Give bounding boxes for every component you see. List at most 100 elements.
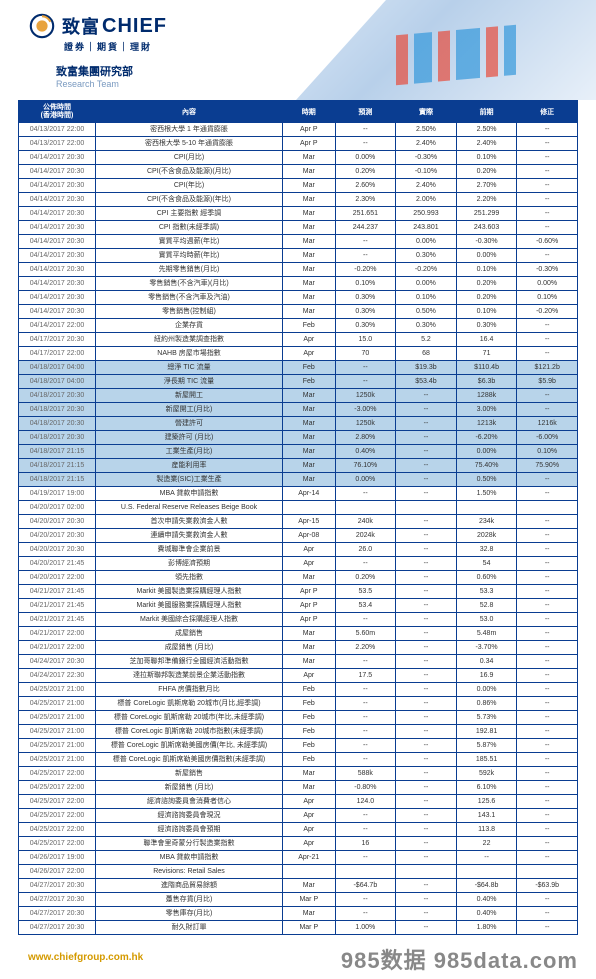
table-cell: -- bbox=[335, 697, 396, 711]
table-row: 04/17/2017 22:00NAHB 房屋市場指數Apr706871-- bbox=[19, 347, 578, 361]
table-cell: 04/25/2017 21:00 bbox=[19, 711, 96, 725]
footer-url: www.chiefgroup.com.hk bbox=[28, 952, 143, 963]
table-cell bbox=[335, 865, 396, 879]
table-cell: 密西根大學 5-10 年通貨膨脹 bbox=[96, 137, 283, 151]
table-cell: 04/24/2017 20:30 bbox=[19, 655, 96, 669]
table-cell: -- bbox=[517, 347, 578, 361]
table-cell: -- bbox=[517, 487, 578, 501]
table-row: 04/14/2017 20:30實質平均時薪(年比)Mar--0.30%0.00… bbox=[19, 249, 578, 263]
table-cell: $5.9b bbox=[517, 375, 578, 389]
table-cell: 0.10% bbox=[456, 263, 517, 277]
table-cell: 22 bbox=[456, 837, 517, 851]
table-cell: -- bbox=[396, 571, 457, 585]
table-cell: 總淨 TIC 流量 bbox=[96, 361, 283, 375]
table-cell: -- bbox=[517, 795, 578, 809]
table-cell: CPI 指數(未經季調) bbox=[96, 221, 283, 235]
table-cell: 04/20/2017 02:00 bbox=[19, 501, 96, 515]
table-cell: 04/18/2017 04:00 bbox=[19, 375, 96, 389]
table-cell: -- bbox=[396, 893, 457, 907]
table-cell: -- bbox=[517, 655, 578, 669]
table-cell: 2.50% bbox=[456, 123, 517, 137]
table-cell: 75.90% bbox=[517, 459, 578, 473]
table-cell: Mar bbox=[283, 403, 336, 417]
table-cell: -- bbox=[335, 487, 396, 501]
table-cell: 0.00% bbox=[517, 277, 578, 291]
table-cell: -- bbox=[335, 851, 396, 865]
col-time: 公佈時間 (香港時間) bbox=[19, 101, 96, 123]
table-row: 04/18/2017 20:30建築許可 (月比)Mar2.80%---6.20… bbox=[19, 431, 578, 445]
table-row: 04/21/2017 21:45Markit 美國製造業採購經理人指數Apr P… bbox=[19, 585, 578, 599]
table-row: 04/26/2017 22:00Revisions: Retail Sales bbox=[19, 865, 578, 879]
table-row: 04/27/2017 20:30躉售存貨(月比)Mar P----0.40%-- bbox=[19, 893, 578, 907]
page-footer: www.chiefgroup.com.hk 985数据 985data.com bbox=[0, 947, 596, 979]
table-row: 04/20/2017 20:30費城聯準會企業前景Apr26.0--32.8-- bbox=[19, 543, 578, 557]
table-cell: 0.00% bbox=[335, 473, 396, 487]
table-cell: Mar bbox=[283, 627, 336, 641]
table-cell: -- bbox=[517, 249, 578, 263]
table-cell: 04/25/2017 21:00 bbox=[19, 697, 96, 711]
table-cell: 2.20% bbox=[456, 193, 517, 207]
table-cell: 經濟諮詢委員會預期 bbox=[96, 823, 283, 837]
table-cell: -- bbox=[517, 907, 578, 921]
table-cell: 彭博經濟預期 bbox=[96, 557, 283, 571]
table-cell: 標普 CoreLogic 凱斯席勒 20城市(年比,未經季調) bbox=[96, 711, 283, 725]
table-cell: 04/25/2017 22:00 bbox=[19, 767, 96, 781]
table-cell: 04/26/2017 22:00 bbox=[19, 865, 96, 879]
table-cell: 26.0 bbox=[335, 543, 396, 557]
table-cell: 新屋銷售 (月比) bbox=[96, 781, 283, 795]
table-cell: 04/25/2017 21:00 bbox=[19, 739, 96, 753]
table-cell: -$63.9b bbox=[517, 879, 578, 893]
table-cell: -- bbox=[396, 529, 457, 543]
table-cell: 251.651 bbox=[335, 207, 396, 221]
table-cell: Mar bbox=[283, 193, 336, 207]
table-row: 04/20/2017 22:00領先指數Mar0.20%--0.60%-- bbox=[19, 571, 578, 585]
table-cell: Feb bbox=[283, 319, 336, 333]
table-cell: 0.86% bbox=[456, 697, 517, 711]
col-period: 時期 bbox=[283, 101, 336, 123]
table-cell: -- bbox=[396, 837, 457, 851]
col-actual: 實際 bbox=[396, 101, 457, 123]
table-cell: Mar bbox=[283, 417, 336, 431]
table-cell: Mar bbox=[283, 305, 336, 319]
table-cell: 04/14/2017 20:30 bbox=[19, 179, 96, 193]
table-cell: 0.10% bbox=[456, 305, 517, 319]
table-cell: Feb bbox=[283, 375, 336, 389]
col-revised: 修正 bbox=[517, 101, 578, 123]
table-cell: 0.20% bbox=[456, 165, 517, 179]
table-cell: Apr bbox=[283, 837, 336, 851]
table-cell: 0.10% bbox=[517, 445, 578, 459]
watermark-text: 985数据 985data.com bbox=[341, 943, 578, 975]
table-cell: -0.10% bbox=[396, 165, 457, 179]
table-cell: -- bbox=[396, 739, 457, 753]
table-cell: 2.40% bbox=[396, 137, 457, 151]
table-row: 04/20/2017 20:30連續申請失業救濟金人數Apr-082024k--… bbox=[19, 529, 578, 543]
table-row: 04/18/2017 21:15工業生產(月比)Mar0.40%--0.00%0… bbox=[19, 445, 578, 459]
table-cell: -0.30% bbox=[517, 263, 578, 277]
table-cell: 04/21/2017 21:45 bbox=[19, 599, 96, 613]
table-cell: 54 bbox=[456, 557, 517, 571]
table-cell: 2.20% bbox=[335, 641, 396, 655]
table-row: 04/21/2017 22:00成屋銷售Mar5.60m--5.48m-- bbox=[19, 627, 578, 641]
table-cell: Feb bbox=[283, 683, 336, 697]
table-cell: 243.603 bbox=[456, 221, 517, 235]
table-cell: 04/20/2017 20:30 bbox=[19, 543, 96, 557]
table-cell: 70 bbox=[335, 347, 396, 361]
table-cell: -- bbox=[335, 613, 396, 627]
table-cell: -- bbox=[396, 403, 457, 417]
table-cell: -- bbox=[517, 319, 578, 333]
table-cell: 125.6 bbox=[456, 795, 517, 809]
table-cell: -- bbox=[396, 823, 457, 837]
table-cell: -- bbox=[335, 907, 396, 921]
table-row: 04/21/2017 21:45Markit 美國服務業採購經理人指數Apr P… bbox=[19, 599, 578, 613]
table-cell: -- bbox=[517, 613, 578, 627]
table-cell: Mar bbox=[283, 263, 336, 277]
table-cell: 240k bbox=[335, 515, 396, 529]
table-cell: -- bbox=[396, 459, 457, 473]
table-cell: 04/25/2017 21:00 bbox=[19, 753, 96, 767]
table-cell: -- bbox=[335, 123, 396, 137]
table-cell: -- bbox=[517, 137, 578, 151]
table-cell: Mar P bbox=[283, 893, 336, 907]
table-cell: 04/14/2017 20:30 bbox=[19, 193, 96, 207]
table-cell: 04/24/2017 22:30 bbox=[19, 669, 96, 683]
table-cell: -- bbox=[517, 921, 578, 935]
